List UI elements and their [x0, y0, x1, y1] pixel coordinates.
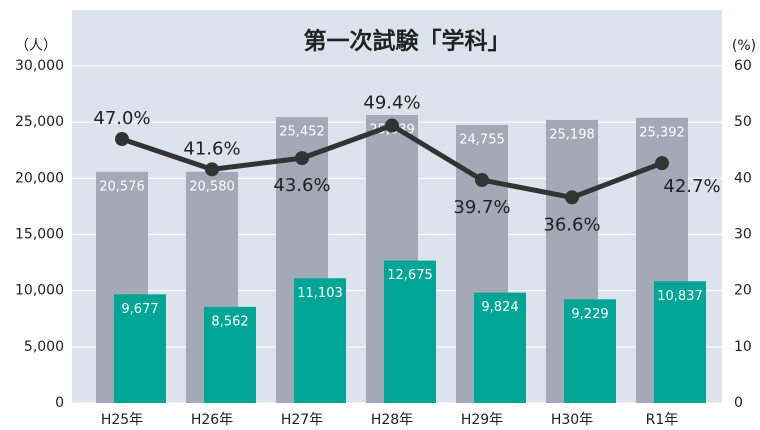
rate-marker	[205, 162, 219, 177]
y2-tick-label: 30	[734, 227, 752, 243]
bar	[114, 294, 166, 403]
x-tick-label: H27年	[281, 412, 323, 428]
bar-value-label: 24,755	[459, 132, 505, 147]
y2-tick-label: 20	[734, 283, 752, 299]
x-tick-label: H25年	[101, 412, 143, 428]
bar	[654, 281, 706, 403]
bar	[204, 306, 256, 403]
y-tick-label: 20,000	[15, 170, 64, 186]
rate-marker	[295, 151, 309, 166]
x-tick-label: H28年	[371, 412, 413, 428]
bar	[564, 299, 616, 403]
rate-marker	[655, 156, 669, 171]
rate-marker	[565, 190, 579, 205]
bar-value-label: 20,576	[99, 179, 145, 194]
y2-tick-label: 40	[734, 170, 752, 186]
bar-value-label: 20,580	[189, 179, 235, 194]
y2-tick-label: 10	[734, 339, 752, 355]
bar	[294, 278, 346, 403]
rate-marker	[475, 173, 489, 188]
y2-tick-label: 50	[734, 114, 752, 130]
rate-value-label: 47.0%	[93, 108, 150, 129]
bar-value-label: 25,392	[639, 125, 685, 140]
y-tick-label: 10,000	[15, 283, 64, 299]
x-tick-label: H26年	[191, 412, 233, 428]
bar-value-label: 9,229	[571, 307, 608, 322]
y-tick-label: 0	[55, 395, 64, 411]
rate-value-label: 36.6%	[543, 214, 600, 235]
rate-marker	[385, 118, 399, 133]
bar	[474, 292, 526, 403]
y-tick-label: 25,000	[15, 114, 64, 130]
chart-title: 第一次試験「学科」	[304, 28, 511, 55]
y2-tick-label: 0	[734, 395, 743, 411]
x-tick-label: H30年	[551, 412, 593, 428]
bar	[384, 260, 436, 403]
x-tick-label: H29年	[461, 412, 503, 428]
rate-marker	[115, 132, 129, 147]
y-tick-label: 30,000	[15, 58, 64, 74]
rate-value-label: 49.4%	[363, 93, 420, 114]
y-axis-label: （人）	[15, 38, 57, 54]
y2-tick-label: 60	[734, 58, 752, 74]
bar-value-label: 9,824	[481, 300, 518, 315]
y-tick-label: 15,000	[15, 227, 64, 243]
rate-value-label: 42.7%	[663, 176, 720, 197]
bar-value-label: 25,198	[549, 127, 595, 142]
rate-value-label: 41.6%	[183, 138, 240, 159]
bar-value-label: 9,677	[121, 302, 158, 317]
bar-value-label: 12,675	[387, 268, 433, 283]
bar-value-label: 10,837	[657, 289, 703, 304]
bar-value-label: 8,562	[211, 314, 248, 329]
rate-value-label: 39.7%	[453, 197, 510, 218]
bar-value-label: 11,103	[297, 286, 343, 301]
y-tick-label: 5,000	[24, 339, 64, 355]
bar-value-label: 25,452	[279, 125, 325, 140]
x-tick-label: R1年	[646, 412, 679, 428]
rate-value-label: 43.6%	[273, 175, 330, 196]
y2-axis-label: (%)	[732, 38, 756, 54]
